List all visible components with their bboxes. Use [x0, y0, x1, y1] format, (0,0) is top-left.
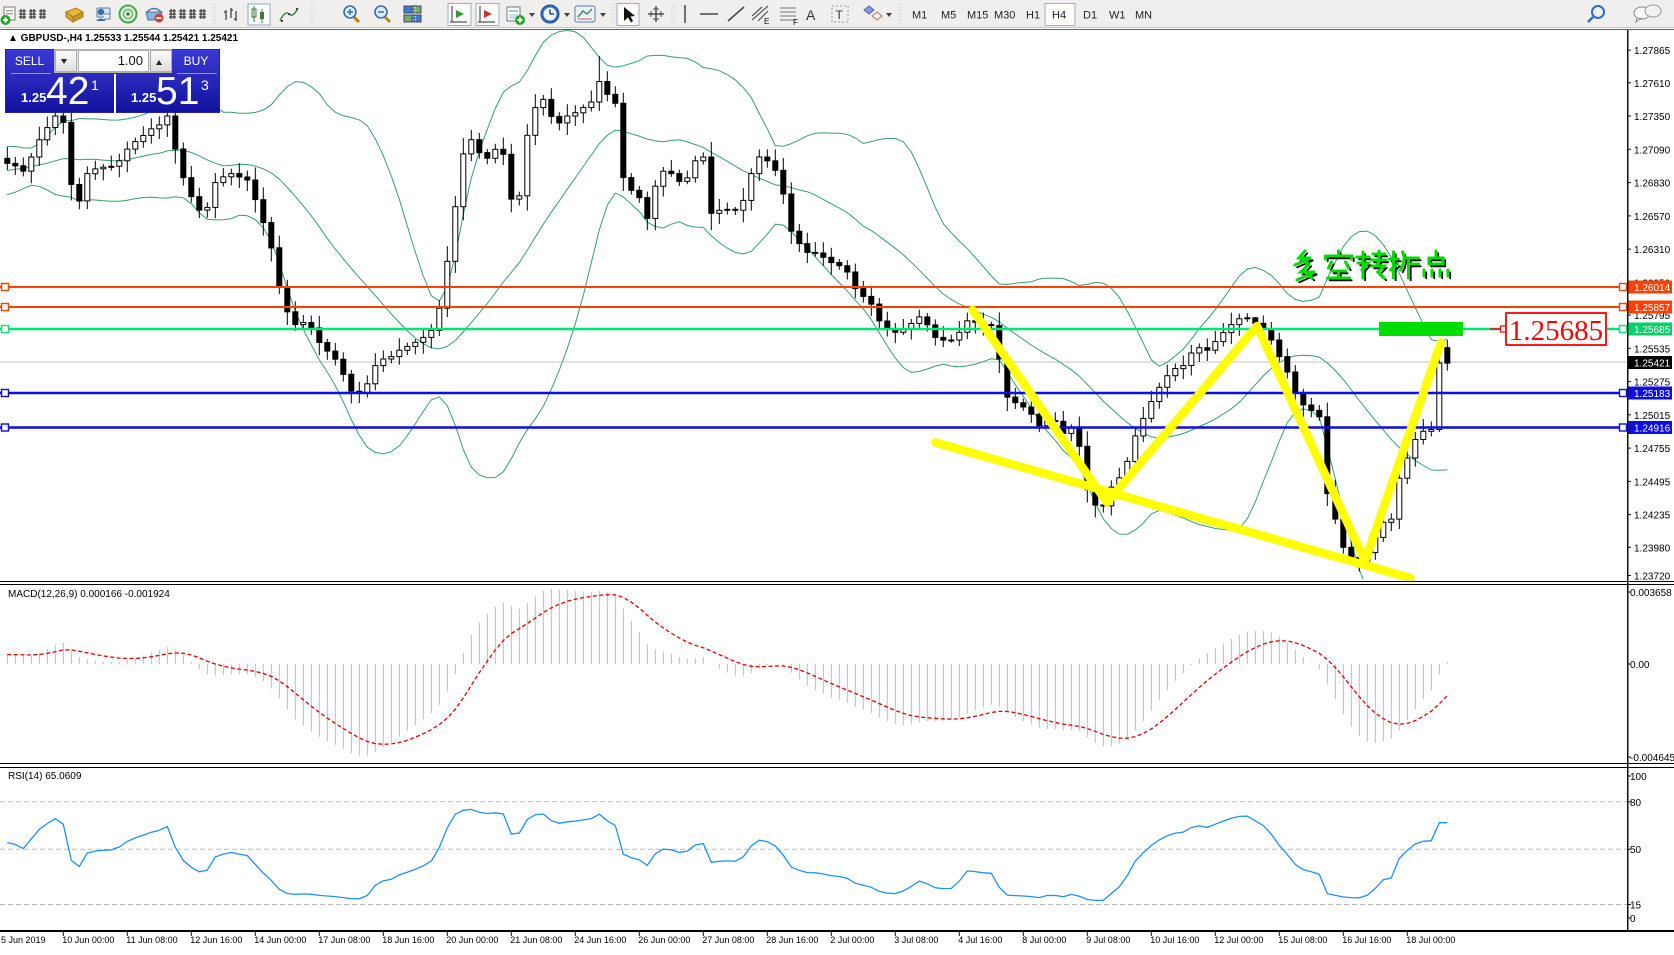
svg-text:1.24235: 1.24235 — [1634, 511, 1671, 522]
svg-text:1.27350: 1.27350 — [1634, 112, 1671, 123]
svg-text:26 Jun 00:00: 26 Jun 00:00 — [638, 935, 690, 945]
svg-text:16 Jul 16:00: 16 Jul 16:00 — [1342, 935, 1391, 945]
svg-text:1.23720: 1.23720 — [1634, 572, 1671, 583]
svg-text:H4: H4 — [1052, 10, 1066, 22]
svg-text:1.26830: 1.26830 — [1634, 179, 1671, 190]
svg-text:2 Jul 00:00: 2 Jul 00:00 — [830, 935, 874, 945]
svg-text:0.00: 0.00 — [1630, 660, 1650, 671]
svg-text:0: 0 — [1630, 914, 1636, 925]
svg-text:1.24755: 1.24755 — [1634, 444, 1671, 455]
svg-text:1.23980: 1.23980 — [1634, 543, 1671, 554]
svg-text:A: A — [806, 7, 816, 23]
svg-text:1.25535: 1.25535 — [1634, 344, 1671, 355]
svg-text:RSI(14) 65.0609: RSI(14) 65.0609 — [8, 771, 82, 782]
svg-text:80: 80 — [1630, 798, 1642, 809]
svg-text:17 Jun 08:00: 17 Jun 08:00 — [318, 935, 370, 945]
svg-text:E: E — [764, 17, 769, 26]
svg-text:W1: W1 — [1109, 10, 1126, 22]
svg-text:D1: D1 — [1083, 10, 1097, 22]
svg-text:1.25685: 1.25685 — [1634, 325, 1671, 336]
svg-text:M15: M15 — [967, 10, 988, 22]
svg-text:14 Jun 00:00: 14 Jun 00:00 — [254, 935, 306, 945]
svg-text:1.25015: 1.25015 — [1634, 411, 1671, 422]
svg-text:28 Jun 16:00: 28 Jun 16:00 — [766, 935, 818, 945]
svg-text:1.27610: 1.27610 — [1634, 79, 1671, 90]
svg-text:15: 15 — [1630, 901, 1642, 912]
svg-text:1.25275: 1.25275 — [1634, 378, 1671, 389]
svg-text:0.003658: 0.003658 — [1630, 588, 1672, 599]
svg-text:50: 50 — [1630, 845, 1642, 856]
svg-text:10 Jul 16:00: 10 Jul 16:00 — [1150, 935, 1199, 945]
svg-text:1.25685: 1.25685 — [1509, 315, 1603, 347]
svg-text:1.24495: 1.24495 — [1634, 477, 1671, 488]
svg-text:1.25795: 1.25795 — [1634, 311, 1671, 322]
svg-text:M1: M1 — [912, 10, 927, 22]
svg-text:12 Jun 16:00: 12 Jun 16:00 — [190, 935, 242, 945]
svg-text:3 Jul 08:00: 3 Jul 08:00 — [894, 935, 938, 945]
svg-text:4 Jul 16:00: 4 Jul 16:00 — [958, 935, 1002, 945]
svg-text:12 Jul 00:00: 12 Jul 00:00 — [1214, 935, 1263, 945]
svg-text:M5: M5 — [941, 10, 956, 22]
svg-text:1.25421: 1.25421 — [1634, 359, 1671, 370]
svg-text:5 Jun 2019: 5 Jun 2019 — [1, 935, 46, 945]
svg-text:20 Jun 00:00: 20 Jun 00:00 — [446, 935, 498, 945]
svg-text:18 Jun 16:00: 18 Jun 16:00 — [382, 935, 434, 945]
svg-text:10 Jun 00:00: 10 Jun 00:00 — [62, 935, 114, 945]
svg-text:15 Jul 08:00: 15 Jul 08:00 — [1278, 935, 1327, 945]
svg-text:MN: MN — [1135, 10, 1152, 22]
svg-text:F: F — [793, 18, 798, 27]
svg-text:-0.004645: -0.004645 — [1630, 753, 1674, 764]
svg-text:8 Jul 00:00: 8 Jul 00:00 — [1022, 935, 1066, 945]
svg-text:1.24916: 1.24916 — [1634, 424, 1671, 435]
svg-text:27 Jun 08:00: 27 Jun 08:00 — [702, 935, 754, 945]
svg-text:1.25857: 1.25857 — [1634, 303, 1671, 314]
svg-text:11 Jun 08:00: 11 Jun 08:00 — [126, 935, 177, 945]
svg-text:▲ GBPUSD-,H4 1.25533 1.25544: ▲ GBPUSD-,H4 1.25533 1.25544 1.25421 1.2… — [8, 33, 238, 44]
svg-text:MACD(12,26,9) 0.000166 -0.0019: MACD(12,26,9) 0.000166 -0.001924 — [8, 589, 170, 600]
svg-text:T: T — [836, 8, 844, 22]
svg-text:21 Jun 08:00: 21 Jun 08:00 — [510, 935, 562, 945]
svg-text:9 Jul 08:00: 9 Jul 08:00 — [1086, 935, 1130, 945]
svg-text:1.26310: 1.26310 — [1634, 245, 1671, 256]
svg-text:1.27090: 1.27090 — [1634, 145, 1671, 156]
svg-text:1.27865: 1.27865 — [1634, 46, 1671, 57]
svg-text:100: 100 — [1630, 772, 1647, 783]
svg-text:M30: M30 — [994, 10, 1015, 22]
svg-text:1.26014: 1.26014 — [1634, 283, 1671, 294]
svg-text:H1: H1 — [1026, 10, 1040, 22]
svg-text:1.25183: 1.25183 — [1634, 389, 1671, 400]
svg-text:18 Jul 00:00: 18 Jul 00:00 — [1406, 935, 1455, 945]
svg-text:24 Jun 16:00: 24 Jun 16:00 — [574, 935, 626, 945]
svg-text:1.26570: 1.26570 — [1634, 212, 1671, 223]
